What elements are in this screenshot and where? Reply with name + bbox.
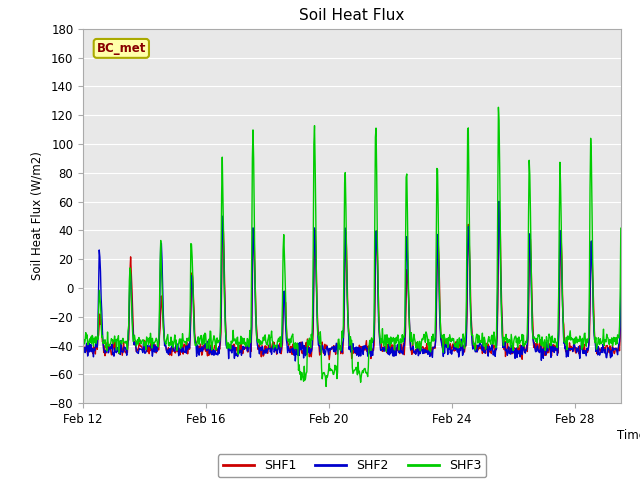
- SHF2: [216, 343, 223, 349]
- SHF3: [442, 340, 450, 346]
- Legend: SHF1, SHF2, SHF3: SHF1, SHF2, SHF3: [218, 455, 486, 478]
- Text: BC_met: BC_met: [97, 42, 146, 55]
- Title: Soil Heat Flux: Soil Heat Flux: [300, 9, 404, 24]
- SHF3: [79, 340, 87, 346]
- SHF1: [383, 345, 390, 351]
- SHF3: [380, 343, 388, 349]
- SHF1: [380, 347, 388, 352]
- SHF3: [309, 246, 317, 252]
- SHF1: [442, 342, 450, 348]
- SHF2: [79, 345, 87, 351]
- SHF3: [322, 384, 330, 389]
- SHF2: [291, 358, 299, 364]
- SHF2: [310, 258, 317, 264]
- SHF2: [617, 279, 625, 285]
- Line: SHF2: SHF2: [83, 201, 621, 361]
- Line: SHF3: SHF3: [83, 107, 621, 386]
- SHF3: [495, 104, 502, 110]
- SHF2: [380, 348, 388, 354]
- SHF1: [79, 339, 87, 345]
- SHF2: [349, 344, 356, 350]
- SHF2: [383, 343, 390, 349]
- Y-axis label: Soil Heat Flux (W/m2): Soil Heat Flux (W/m2): [30, 152, 43, 280]
- X-axis label: Time: Time: [617, 430, 640, 443]
- SHF3: [216, 338, 223, 344]
- SHF1: [495, 203, 503, 209]
- SHF1: [325, 357, 333, 362]
- SHF1: [309, 326, 317, 332]
- SHF3: [349, 365, 356, 371]
- SHF2: [495, 198, 503, 204]
- SHF3: [383, 349, 390, 355]
- SHF1: [216, 347, 223, 352]
- SHF1: [617, 298, 625, 303]
- Line: SHF1: SHF1: [83, 206, 621, 360]
- SHF1: [349, 348, 356, 354]
- SHF3: [617, 226, 625, 231]
- SHF2: [442, 340, 450, 346]
